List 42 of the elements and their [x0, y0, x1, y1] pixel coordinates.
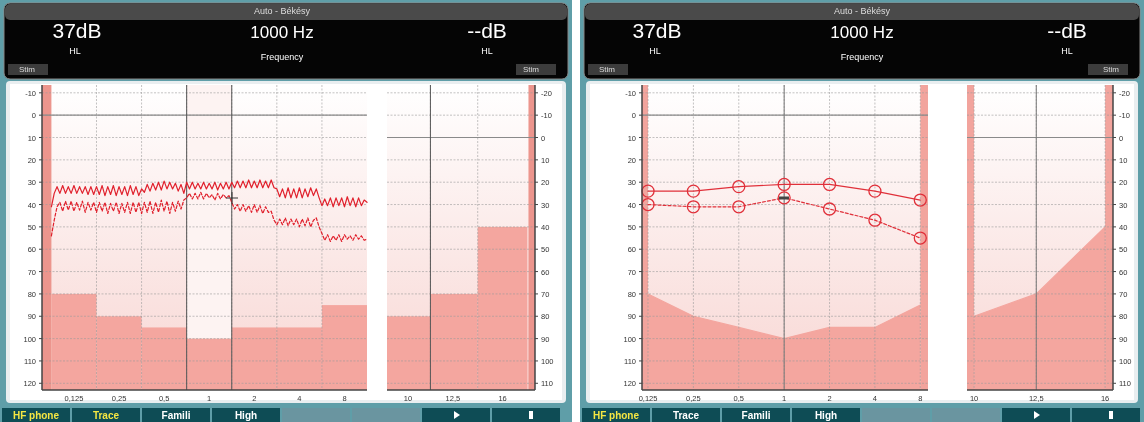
text: HL — [649, 46, 661, 56]
point — [913, 231, 927, 245]
text: Trace — [672, 410, 700, 421]
point — [777, 177, 791, 192]
text: Auto - Békésy — [253, 6, 311, 16]
text: Trace — [92, 410, 120, 421]
line-series — [50, 179, 368, 208]
text: HF phone — [12, 410, 60, 421]
text: Frequency — [260, 52, 304, 62]
text: Famili — [161, 410, 191, 421]
point — [732, 180, 746, 194]
text: Stim — [599, 65, 616, 74]
point — [822, 202, 837, 216]
text: Stim — [523, 65, 540, 74]
text: Stim — [19, 65, 36, 74]
point — [868, 213, 882, 227]
point — [641, 184, 655, 198]
point — [686, 200, 701, 214]
point — [822, 177, 837, 192]
text: --dB — [467, 19, 507, 42]
text: Stim — [1103, 65, 1120, 74]
text: Frequency — [840, 52, 884, 62]
text: HL — [1061, 46, 1073, 56]
point — [686, 184, 701, 198]
text: High — [234, 410, 258, 421]
text: 37dB — [632, 19, 682, 42]
point — [913, 193, 927, 207]
text: 1000 Hz — [830, 23, 894, 42]
text: 1000 Hz — [250, 23, 314, 42]
text: 37dB — [52, 19, 102, 42]
point — [732, 200, 746, 214]
point — [868, 184, 882, 198]
line-series — [50, 191, 368, 243]
text: --dB — [1047, 19, 1087, 42]
point — [777, 191, 791, 205]
text: HF phone — [592, 410, 640, 421]
text: HL — [69, 46, 81, 56]
text: Famili — [741, 410, 771, 421]
text: HL — [481, 46, 493, 56]
point — [641, 197, 655, 212]
text: Auto - Békésy — [833, 6, 891, 16]
text: High — [814, 410, 838, 421]
